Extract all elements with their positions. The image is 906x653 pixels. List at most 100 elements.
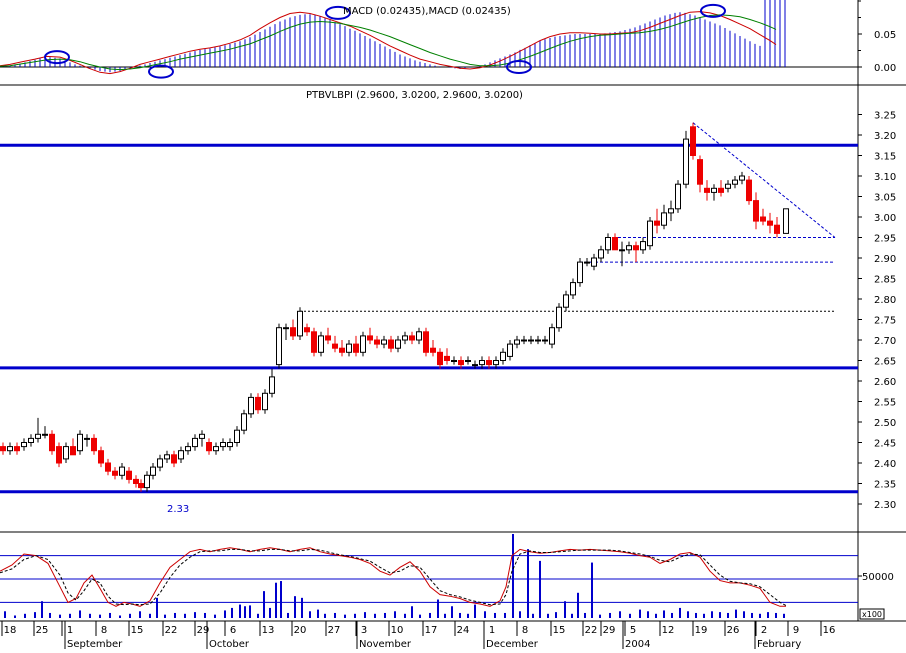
candle-body <box>542 339 548 342</box>
candle-body <box>42 433 48 436</box>
candle-body <box>718 187 724 193</box>
x-axis-day-label: 3 <box>361 625 367 636</box>
macd-y-tick-label: 0.00 <box>874 63 896 74</box>
x-axis-day-label: 19 <box>695 625 708 636</box>
x-axis-day-label: 22 <box>585 625 598 636</box>
candle-body <box>112 470 118 476</box>
candle-body <box>612 237 618 251</box>
stochastic-k-line <box>0 547 786 607</box>
macd-highlight-ellipse <box>700 3 726 18</box>
candle-body <box>493 360 499 366</box>
candle-body <box>507 343 513 357</box>
candle-body <box>577 261 583 284</box>
candle-body <box>591 257 597 267</box>
x-axis-day-label: 1 <box>489 625 495 636</box>
candle-body <box>269 376 275 394</box>
candle-body <box>98 450 104 464</box>
candle-body <box>199 433 205 439</box>
candle-body <box>465 360 471 362</box>
macd-panel: 0.05 0.00 <box>0 0 896 79</box>
x-axis-day-label: 6 <box>230 625 236 636</box>
candle-body <box>472 364 478 367</box>
macd-highlight-ellipse <box>44 50 70 65</box>
candle-body <box>451 360 457 362</box>
candle-body <box>774 224 780 234</box>
candle-body <box>746 179 752 202</box>
x-axis-day-label: 25 <box>36 625 49 636</box>
candle-body <box>437 351 443 366</box>
candle-body <box>556 306 562 329</box>
candle-body <box>690 126 696 157</box>
candle-body <box>409 335 415 341</box>
candle-body <box>711 187 717 193</box>
stochastic-volume-panel: 50000 <box>0 534 894 620</box>
candle-body <box>63 446 69 460</box>
candle-body <box>626 245 632 251</box>
candle-body <box>178 450 184 460</box>
x-axis-day-label: 5 <box>630 625 636 636</box>
candle-body <box>584 261 590 264</box>
candle-body <box>514 339 520 345</box>
price-y-tick-label: 2.90 <box>874 254 896 265</box>
x-axis-day-label: 17 <box>425 625 438 636</box>
candle-body <box>290 327 296 337</box>
candle-body <box>105 462 111 472</box>
candle-body <box>133 478 139 484</box>
candle-body <box>220 442 226 448</box>
x-axis-day-label: 1 <box>67 625 73 636</box>
x-axis: 18 25 1 8 15 22 29 6 13 20 27 3 10 17 24 1 8 15 22 29 5 12 19 2… <box>1 621 836 650</box>
candle-body <box>444 355 450 361</box>
stochastic-d-line <box>0 548 787 606</box>
x-axis-day-label: 13 <box>262 625 275 636</box>
candle-body <box>725 183 731 189</box>
candle-body <box>56 446 62 464</box>
candle-body <box>367 335 373 341</box>
x-axis-month-label: September <box>67 639 123 649</box>
candle-body <box>84 437 90 440</box>
candle-body <box>126 470 132 480</box>
candle-body <box>353 343 359 353</box>
x-axis-day-label: 12 <box>662 625 675 636</box>
candle-body <box>647 220 653 247</box>
candle-body <box>570 282 576 296</box>
candle-body <box>683 138 689 185</box>
candle-body <box>150 466 156 476</box>
x-axis-day-label: 29 <box>603 625 616 636</box>
macd-title: MACD (0.02435),MACD (0.02435) <box>343 6 511 17</box>
panel-borders <box>0 0 906 622</box>
candle-body <box>430 347 436 353</box>
candle-body <box>388 339 394 349</box>
candle-body <box>332 343 338 349</box>
candle-body <box>213 446 219 452</box>
price-y-tick-label: 2.70 <box>874 336 896 347</box>
macd-y-tick-label: 0.05 <box>874 30 896 41</box>
x-axis-day-label: 8 <box>101 625 107 636</box>
candle-body <box>157 458 163 468</box>
candle-body <box>381 339 387 345</box>
candle-body <box>49 433 55 452</box>
candle-body <box>760 216 766 222</box>
price-y-tick-label: 2.80 <box>874 295 896 306</box>
x-axis-day-label: 15 <box>553 625 566 636</box>
candle-body <box>192 437 198 448</box>
candle-body <box>528 339 534 342</box>
candle-body <box>35 433 41 439</box>
candle-body <box>668 208 674 214</box>
x-axis-day-label: 10 <box>391 625 404 636</box>
x-axis-month-label: 2004 <box>625 639 650 649</box>
candle-body <box>619 249 625 252</box>
x-axis-month-label: February <box>757 639 801 649</box>
candle-body <box>753 200 759 222</box>
candle-body <box>360 335 366 353</box>
candle-body <box>297 310 303 337</box>
candle-body <box>423 331 429 353</box>
x-axis-day-label: 16 <box>823 625 836 636</box>
price-y-tick-label: 3.15 <box>874 152 896 163</box>
volume-y-tick-label: 50000 <box>862 572 894 583</box>
price-y-tick-label: 2.75 <box>874 316 896 327</box>
candle-body <box>697 159 703 185</box>
candle-body <box>500 351 506 361</box>
